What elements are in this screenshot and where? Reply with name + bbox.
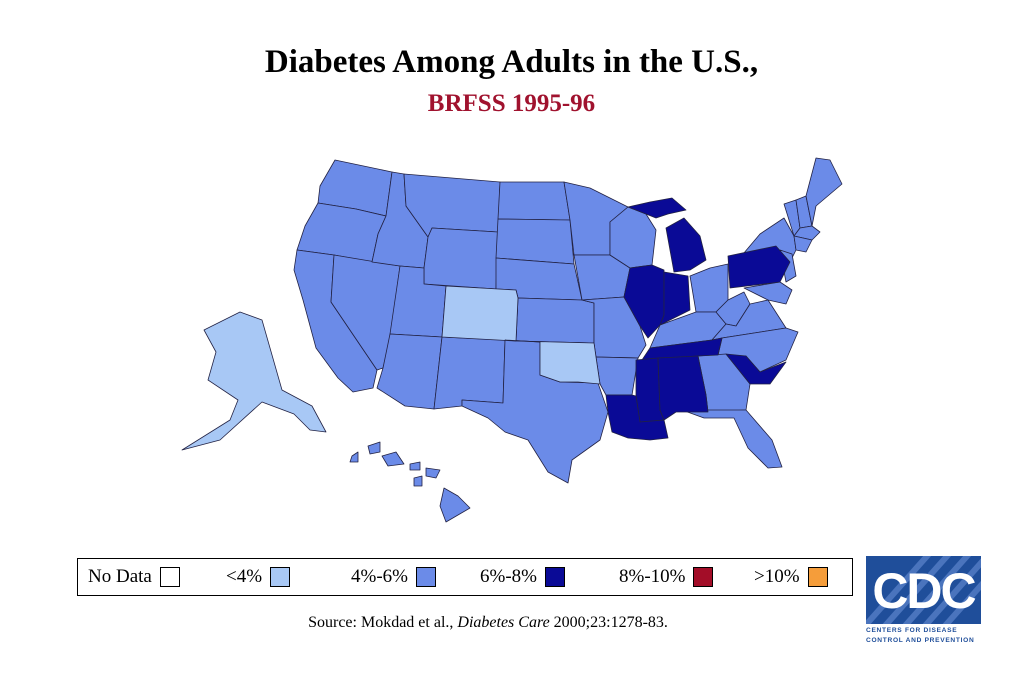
cdc-logo: CDC CENTERS FOR DISEASE CONTROL AND PREV… — [866, 556, 983, 646]
source-citation: Source: Mokdad et al., Diabetes Care 200… — [0, 614, 976, 632]
state-ohio — [689, 263, 729, 313]
legend-label: No Data — [88, 566, 152, 587]
state-hawaii-4 — [409, 461, 421, 471]
legend-swatch-4to6 — [415, 567, 436, 587]
legend-swatch-lt4 — [270, 567, 291, 587]
state-pennsylvania — [727, 245, 791, 289]
state-florida — [681, 409, 783, 469]
legend-item-6to8: 6%-8% — [480, 559, 565, 595]
state-connecticut-ri — [793, 235, 813, 253]
legend-swatch-gt10 — [807, 567, 828, 587]
cdc-logo-tagline: CENTERS FOR DISEASE CONTROL AND PREVENTI… — [866, 626, 983, 646]
source-journal: Diabetes Care — [457, 614, 550, 631]
legend-item-lt4: <4% — [226, 559, 291, 595]
state-alaska — [181, 311, 327, 451]
state-south-dakota — [495, 218, 575, 265]
legend-item-no-data: No Data — [88, 559, 180, 595]
legend-swatch-no-data — [159, 567, 180, 587]
state-louisiana — [605, 394, 669, 441]
cdc-tagline-1: CENTERS FOR DISEASE — [866, 627, 958, 634]
states-lt4 — [181, 285, 601, 451]
legend-item-4to6: 4%-6% — [351, 559, 436, 595]
state-colorado — [441, 285, 519, 342]
state-arkansas — [595, 356, 639, 396]
legend-label: 6%-8% — [480, 566, 537, 587]
state-kansas — [515, 297, 595, 344]
state-new-mexico — [433, 336, 506, 410]
cdc-logo-letters: CDC — [872, 563, 976, 619]
state-michigan-lower — [665, 217, 707, 273]
source-suffix: 2000;23:1278-83. — [549, 614, 668, 631]
states-6to8 — [605, 197, 791, 441]
legend-swatch-6to8 — [544, 567, 565, 587]
state-south-carolina — [725, 353, 787, 385]
state-indiana — [659, 271, 691, 326]
legend-swatch-8to10 — [693, 567, 714, 587]
state-wyoming — [423, 227, 499, 290]
state-maine — [805, 157, 843, 227]
legend-label: 8%-10% — [619, 566, 686, 587]
map-title: Diabetes Among Adults in the U.S., — [264, 44, 759, 80]
cdc-logo-box: CDC — [866, 556, 981, 624]
legend-label: >10% — [754, 566, 800, 587]
state-hawaii-3 — [381, 451, 405, 467]
state-wisconsin — [609, 206, 657, 269]
legend-label: 4%-6% — [351, 566, 408, 587]
map-subtitle: BRFSS 1995-96 — [427, 90, 596, 117]
state-hawaii-1 — [367, 441, 381, 455]
state-michigan-upper — [627, 197, 687, 219]
source-prefix: Source: Mokdad et al., — [308, 614, 458, 631]
cdc-tagline-2: CONTROL AND PREVENTION — [866, 637, 975, 644]
legend-label: <4% — [226, 566, 263, 587]
cdc-logo-stripes — [866, 556, 981, 624]
state-oklahoma — [504, 339, 601, 385]
states-4to6 — [293, 157, 843, 523]
state-hawaii-6 — [413, 475, 423, 487]
state-north-dakota — [497, 181, 571, 221]
state-hawaii-2 — [349, 451, 359, 463]
legend-item-gt10: >10% — [754, 559, 828, 595]
state-hawaii-7 — [439, 487, 471, 523]
state-hawaii-5 — [425, 467, 441, 479]
state-alabama — [657, 355, 709, 421]
legend: No Data <4% 4%-6% 6%-8% 8%-10% >10% — [77, 558, 853, 596]
legend-item-8to10: 8%-10% — [619, 559, 714, 595]
